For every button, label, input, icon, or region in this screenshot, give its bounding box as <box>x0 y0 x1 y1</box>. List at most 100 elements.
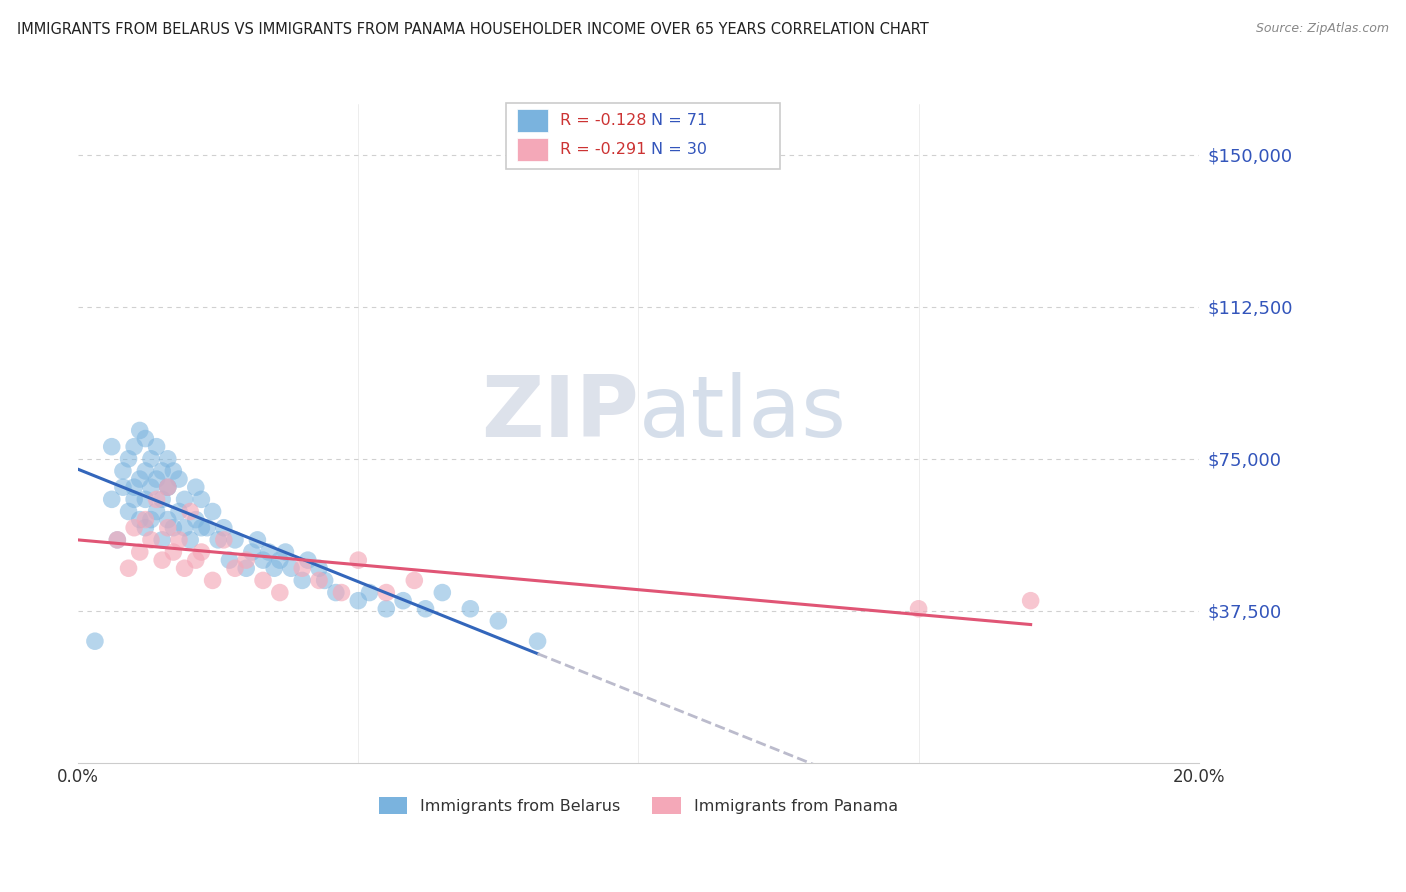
Point <box>156 513 179 527</box>
Point <box>162 521 184 535</box>
Text: R = -0.128: R = -0.128 <box>560 113 647 128</box>
Point <box>207 533 229 547</box>
Point <box>173 492 195 507</box>
Point <box>156 451 179 466</box>
Point <box>162 464 184 478</box>
Point <box>150 464 173 478</box>
Text: ZIP: ZIP <box>481 372 638 455</box>
Point <box>156 480 179 494</box>
Point <box>235 553 257 567</box>
Point <box>375 601 398 615</box>
Point <box>235 561 257 575</box>
Point <box>212 521 235 535</box>
Point <box>100 440 122 454</box>
Point <box>274 545 297 559</box>
Point <box>359 585 381 599</box>
Point <box>257 545 280 559</box>
Point <box>150 553 173 567</box>
Point <box>139 451 162 466</box>
Point <box>128 472 150 486</box>
Point <box>347 553 370 567</box>
Point <box>117 504 139 518</box>
Point <box>201 504 224 518</box>
Point <box>392 593 415 607</box>
Point <box>117 561 139 575</box>
Point <box>145 472 167 486</box>
Point <box>404 574 426 588</box>
Point <box>150 533 173 547</box>
Point <box>325 585 347 599</box>
Point <box>297 553 319 567</box>
Point <box>201 574 224 588</box>
Point <box>145 492 167 507</box>
Point <box>460 601 482 615</box>
Point <box>134 513 156 527</box>
Point <box>184 513 207 527</box>
Point <box>128 424 150 438</box>
Point <box>486 614 509 628</box>
Point <box>291 561 314 575</box>
Point <box>291 574 314 588</box>
Point <box>252 574 274 588</box>
Point <box>134 464 156 478</box>
Point <box>122 480 145 494</box>
Point <box>128 545 150 559</box>
Point <box>134 521 156 535</box>
Point <box>308 574 330 588</box>
Point <box>240 545 263 559</box>
Point <box>162 545 184 559</box>
Point <box>308 561 330 575</box>
Legend: Immigrants from Belarus, Immigrants from Panama: Immigrants from Belarus, Immigrants from… <box>373 790 904 821</box>
Point <box>84 634 107 648</box>
Point <box>122 521 145 535</box>
Point <box>128 513 150 527</box>
Point <box>224 561 246 575</box>
Point <box>263 561 285 575</box>
Point <box>280 561 302 575</box>
Text: IMMIGRANTS FROM BELARUS VS IMMIGRANTS FROM PANAMA HOUSEHOLDER INCOME OVER 65 YEA: IMMIGRANTS FROM BELARUS VS IMMIGRANTS FR… <box>17 22 928 37</box>
Point <box>156 480 179 494</box>
Point <box>122 440 145 454</box>
Text: Source: ZipAtlas.com: Source: ZipAtlas.com <box>1256 22 1389 36</box>
Point <box>139 533 162 547</box>
Point <box>252 553 274 567</box>
Point <box>375 585 398 599</box>
Point <box>526 634 548 648</box>
Point <box>105 533 128 547</box>
Point <box>190 545 212 559</box>
Point <box>117 451 139 466</box>
Point <box>1019 593 1042 607</box>
Text: N = 71: N = 71 <box>651 113 707 128</box>
Point <box>269 585 291 599</box>
Point <box>415 601 437 615</box>
Point <box>432 585 454 599</box>
Point <box>173 561 195 575</box>
Point <box>184 553 207 567</box>
Point <box>167 533 190 547</box>
Point <box>111 464 134 478</box>
Point <box>167 504 190 518</box>
Text: N = 30: N = 30 <box>651 143 707 157</box>
Text: R = -0.291: R = -0.291 <box>560 143 645 157</box>
Text: atlas: atlas <box>638 372 846 455</box>
Point <box>100 492 122 507</box>
Point <box>212 533 235 547</box>
Point <box>190 492 212 507</box>
Point <box>122 492 145 507</box>
Point <box>139 513 162 527</box>
Point <box>156 521 179 535</box>
Point <box>224 533 246 547</box>
Point <box>139 480 162 494</box>
Point <box>179 504 201 518</box>
Point <box>330 585 353 599</box>
Point <box>145 504 167 518</box>
Point <box>173 521 195 535</box>
Point <box>111 480 134 494</box>
Point <box>184 480 207 494</box>
Point <box>269 553 291 567</box>
Point <box>134 432 156 446</box>
Point <box>134 492 156 507</box>
Point <box>167 472 190 486</box>
Point <box>150 492 173 507</box>
Point <box>218 553 240 567</box>
